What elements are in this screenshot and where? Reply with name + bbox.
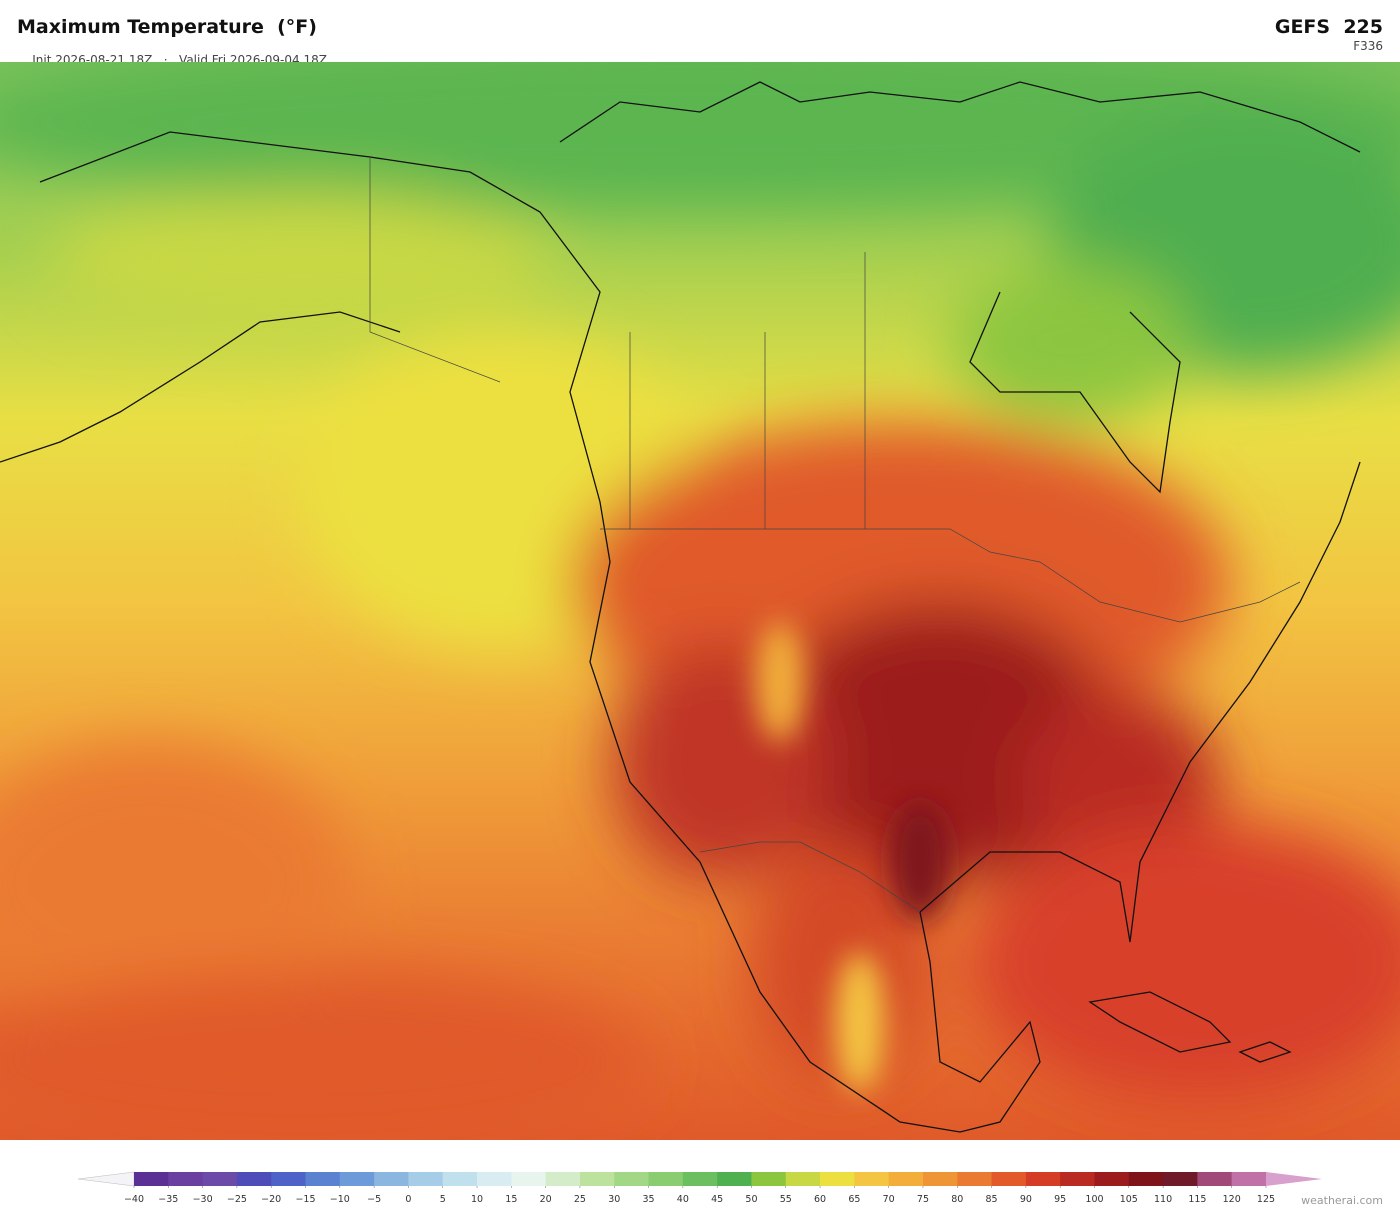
borders	[369, 157, 1301, 913]
colorbar-segment	[339, 1172, 375, 1186]
map	[0, 62, 1400, 1140]
tick-label: −20	[261, 1194, 281, 1205]
colorbar-segment	[305, 1172, 341, 1186]
tick-label: 55	[780, 1194, 792, 1205]
colorbar-segment	[1094, 1172, 1130, 1186]
tick-label: 90	[1020, 1194, 1032, 1205]
colorbar-over	[1266, 1172, 1322, 1186]
colorbar-segment	[991, 1172, 1027, 1186]
tick-label: 120	[1223, 1194, 1241, 1205]
colorbar-segment	[511, 1172, 547, 1186]
colorbar-segment	[854, 1172, 890, 1186]
title: Maximum Temperature (°F)	[17, 16, 317, 38]
colorbar: −40 −35 −30 −25 −20 −15 −10 −5 0 5 10 15 20 25 30 35 40 4…	[77, 1171, 1322, 1205]
tick-label: 30	[608, 1194, 620, 1205]
colorbar-under	[77, 1171, 135, 1187]
colorbar-segment	[614, 1172, 650, 1186]
coastlines	[0, 81, 1361, 1133]
tick-label: 105	[1120, 1194, 1138, 1205]
colorbar-segment	[785, 1172, 821, 1186]
tick-label: 115	[1188, 1194, 1206, 1205]
tick-label: −40	[124, 1194, 144, 1205]
tick-label: 25	[574, 1194, 586, 1205]
colorbar-segment	[477, 1172, 512, 1186]
colorbar-segment	[1197, 1172, 1233, 1186]
tick-label: 60	[814, 1194, 826, 1205]
tick-label: −25	[227, 1194, 247, 1205]
colorbar-segment	[134, 1172, 169, 1186]
colorbar-segment	[648, 1172, 684, 1186]
colorbar-segment	[545, 1172, 581, 1186]
tick-label: 85	[986, 1194, 998, 1205]
credit: weatherai.com	[1301, 1194, 1383, 1207]
colorbar-segment	[820, 1172, 855, 1186]
colorbar-segment	[922, 1172, 958, 1186]
tick-label: −10	[330, 1194, 350, 1205]
tick-label: 20	[540, 1194, 552, 1205]
colorbar-segment	[168, 1172, 204, 1186]
colorbar-segment	[957, 1172, 993, 1186]
tick-label: 15	[505, 1194, 517, 1205]
colorbar-segment	[236, 1172, 272, 1186]
colorbar-segment	[202, 1172, 238, 1186]
tick-label: 65	[848, 1194, 860, 1205]
colorbar-segment	[751, 1172, 787, 1186]
colorbar-segment	[1163, 1172, 1198, 1186]
colorbar-segment	[888, 1172, 924, 1186]
colorbar-segment	[442, 1172, 478, 1186]
tick-label: 40	[677, 1194, 689, 1205]
separator: ·	[163, 53, 168, 67]
colorbar-segment	[717, 1172, 752, 1186]
tick-label: 125	[1257, 1194, 1275, 1205]
temperature-field	[0, 62, 1400, 1140]
tick-label: 110	[1154, 1194, 1172, 1205]
tick-label: 35	[642, 1194, 654, 1205]
colorbar-segment	[408, 1172, 444, 1186]
colorbar-segment	[271, 1172, 307, 1186]
tick-label: −35	[158, 1194, 178, 1205]
tick-label: 75	[917, 1194, 929, 1205]
model-label: GEFS 225	[1274, 16, 1383, 38]
colorbar-segment	[1128, 1172, 1164, 1186]
colorbar-segment	[1231, 1172, 1267, 1186]
tick-label: −15	[295, 1194, 315, 1205]
tick-label: 45	[711, 1194, 723, 1205]
forecast-hour: F336	[1353, 39, 1383, 53]
tick-label: −5	[367, 1194, 381, 1205]
tick-label: 80	[951, 1194, 963, 1205]
tick-label: 5	[440, 1194, 446, 1205]
tick-label: 50	[745, 1194, 757, 1205]
colorbar-segment	[682, 1172, 718, 1186]
colorbar-segment	[374, 1172, 409, 1186]
colorbar-segment	[1060, 1172, 1095, 1186]
terrain-detail	[755, 622, 950, 1092]
tick-label: 10	[471, 1194, 483, 1205]
tick-label: −30	[193, 1194, 213, 1205]
colorbar-segment	[1025, 1172, 1061, 1186]
tick-label: 100	[1085, 1194, 1103, 1205]
tick-label: 0	[405, 1194, 411, 1205]
tick-label: 95	[1054, 1194, 1066, 1205]
colorbar-segment	[579, 1172, 615, 1186]
tick-label: 70	[883, 1194, 895, 1205]
